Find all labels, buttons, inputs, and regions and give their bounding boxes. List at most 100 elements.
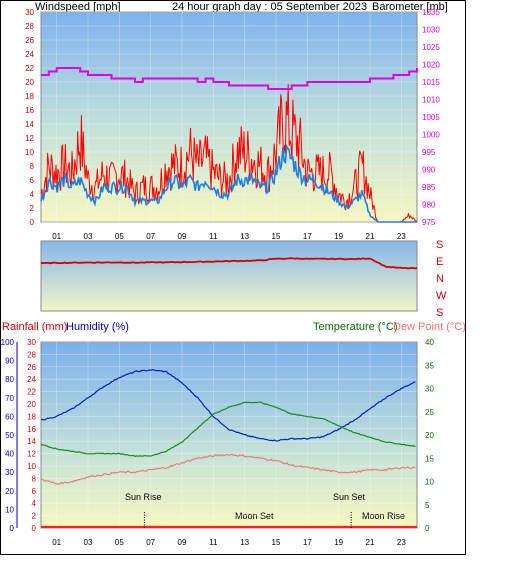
rain-y-tick-label: 26 (27, 363, 36, 372)
climate-x-tick-label: 01 (52, 538, 61, 547)
wind-x-tick-label: 19 (334, 232, 343, 241)
wind-y-tick-label: 0 (30, 218, 35, 227)
rain-y-tick-label: 16 (27, 425, 36, 434)
humidity-y-tick-label: 80 (5, 375, 14, 384)
barometer-series-line (41, 67, 418, 90)
compass-label-s1: S (436, 239, 443, 251)
baro-y-tick-label: 995 (422, 148, 436, 157)
wind-y-tick-label: 24 (25, 50, 34, 59)
temp-y-tick-label: 0 (425, 524, 430, 533)
temp-y-tick-label: 40 (425, 338, 434, 347)
wind-y-tick-label: 14 (25, 120, 34, 129)
barometer-axis-label: Barometer [mb] (372, 1, 448, 13)
compass-label-w: W (436, 290, 447, 302)
wind-y-tick-label: 16 (25, 106, 34, 115)
rain-y-tick-label: 20 (27, 400, 36, 409)
sunset-label: Sun Set (333, 492, 366, 502)
climate-plot-area (40, 341, 418, 529)
climate-x-tick-label: 11 (209, 538, 218, 547)
baro-y-tick-label: 990 (422, 166, 436, 175)
temp-y-tick-label: 35 (425, 361, 434, 370)
temp-y-tick-label: 10 (425, 478, 434, 487)
dewpoint-series-line (40, 453, 416, 485)
wind-x-tick-label: 13 (240, 232, 249, 241)
temp-y-tick-label: 5 (425, 501, 430, 510)
compass-label-e: E (436, 256, 443, 268)
wind-y-tick-label: 12 (25, 134, 34, 143)
wind-x-tick-label: 11 (209, 232, 218, 241)
baro-y-tick-label: 1010 (422, 96, 440, 105)
temp-y-tick-label: 30 (425, 385, 434, 394)
direction-plot-area (40, 240, 418, 312)
humidity-y-tick-label: 20 (5, 487, 14, 496)
compass-label-n: N (436, 273, 444, 285)
temperature-series-line (40, 401, 416, 457)
rain-y-tick-label: 0 (32, 524, 37, 533)
rain-y-tick-label: 12 (27, 450, 36, 459)
climate-x-tick-label: 05 (115, 538, 124, 547)
wind-y-tick-label: 26 (25, 36, 34, 45)
climate-x-tick-label: 09 (178, 538, 187, 547)
wind-x-tick-label: 23 (397, 232, 406, 241)
humidity-y-tick-label: 40 (5, 450, 14, 459)
temp-y-tick-label: 20 (425, 431, 434, 440)
wind-x-tick-label: 09 (178, 232, 187, 241)
wind-y-tick-label: 28 (25, 22, 34, 31)
rain-y-tick-label: 8 (32, 474, 37, 483)
climate-x-tick-label: 15 (272, 538, 281, 547)
baro-y-tick-label: 1025 (422, 43, 440, 52)
wind-x-tick-label: 01 (52, 232, 61, 241)
baro-y-tick-label: 1035 (422, 8, 440, 17)
rain-y-tick-label: 10 (27, 462, 36, 471)
humidity-y-tick-label: 0 (10, 524, 15, 533)
direction-series-line (40, 257, 418, 270)
humidity-series-line (40, 369, 416, 442)
humidity-y-tick-label: 50 (5, 431, 14, 440)
baro-y-tick-label: 1005 (422, 113, 440, 122)
climate-x-tick-label: 07 (146, 538, 155, 547)
wind-y-tick-label: 22 (25, 64, 34, 73)
baro-y-tick-label: 1030 (422, 26, 440, 35)
rain-y-tick-label: 14 (27, 437, 36, 446)
wind-x-tick-label: 03 (84, 232, 93, 241)
baro-y-tick-label: 1015 (422, 78, 440, 87)
humidity-y-tick-label: 100 (1, 338, 15, 347)
climate-x-tick-label: 03 (84, 538, 93, 547)
temp-y-tick-label: 15 (425, 454, 434, 463)
baro-y-tick-label: 980 (422, 201, 436, 210)
wind-y-tick-label: 6 (30, 176, 35, 185)
baro-y-tick-label: 985 (422, 183, 436, 192)
wind-y-tick-label: 20 (25, 78, 34, 87)
rain-y-tick-label: 22 (27, 388, 36, 397)
rain-y-tick-label: 30 (27, 338, 36, 347)
wind-y-tick-label: 10 (25, 148, 34, 157)
rain-y-tick-label: 24 (27, 375, 36, 384)
moonset-label: Moon Set (235, 511, 274, 521)
wind-x-tick-label: 05 (115, 232, 124, 241)
wind-x-tick-label: 17 (303, 232, 312, 241)
wind-axis-label: Windspeed [mph] (35, 1, 121, 13)
temperature-axis-label: Temperature (°C) (313, 321, 397, 333)
gust-series-line (40, 143, 417, 223)
climate-x-tick-label: 19 (334, 538, 343, 547)
wind-y-tick-label: 30 (25, 8, 34, 17)
rainfall-axis-label: Rainfall (mm) (2, 321, 67, 333)
rain-y-tick-label: 6 (32, 487, 37, 496)
wind-x-tick-label: 15 (272, 232, 281, 241)
wind-y-tick-label: 18 (25, 92, 34, 101)
wind-y-tick-label: 8 (30, 162, 35, 171)
wind-y-tick-label: 4 (30, 190, 35, 199)
moonrise-label: Moon Rise (362, 511, 405, 521)
rain-y-tick-label: 4 (32, 499, 37, 508)
humidity-y-tick-label: 10 (5, 505, 14, 514)
baro-y-tick-label: 1020 (422, 61, 440, 70)
climate-x-tick-label: 23 (397, 538, 406, 547)
dewpoint-axis-label: Dew Point (°C) (393, 321, 466, 333)
temp-y-tick-label: 25 (425, 408, 434, 417)
compass-label-s2: S (436, 307, 443, 319)
humidity-y-tick-label: 90 (5, 357, 14, 366)
baro-y-tick-label: 1000 (422, 131, 440, 140)
climate-x-tick-label: 17 (303, 538, 312, 547)
sunrise-label: Sun Rise (125, 492, 162, 502)
